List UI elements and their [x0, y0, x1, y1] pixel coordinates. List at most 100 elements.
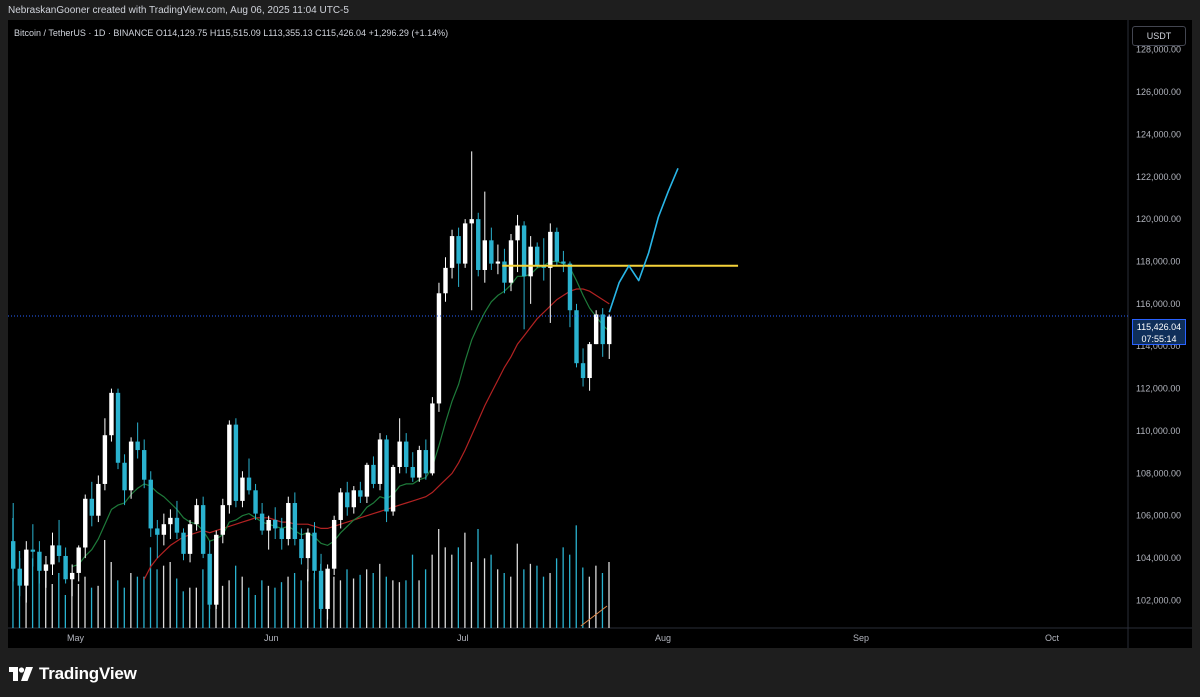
candle-body[interactable] [600, 314, 605, 345]
candle-body[interactable] [521, 225, 527, 277]
candle-body[interactable] [161, 524, 167, 535]
candle-body[interactable] [259, 513, 265, 531]
candle-body[interactable] [135, 441, 140, 451]
candle-body[interactable] [142, 450, 147, 480]
candle-body[interactable] [443, 267, 448, 294]
candle-body[interactable] [187, 524, 193, 554]
candle-body[interactable] [56, 545, 62, 556]
candle-body[interactable] [364, 464, 370, 497]
candle-body[interactable] [449, 236, 455, 268]
candle-body[interactable] [469, 219, 474, 224]
candle-body[interactable] [266, 519, 271, 531]
candle-body[interactable] [194, 505, 199, 525]
candle-body[interactable] [220, 505, 225, 535]
candle-body[interactable] [371, 464, 376, 484]
candle-body[interactable] [279, 528, 284, 540]
candle-body[interactable] [102, 435, 108, 484]
candle-body[interactable] [253, 490, 258, 514]
candle-body[interactable] [436, 293, 442, 404]
candle-body[interactable] [482, 240, 487, 270]
candle-body[interactable] [535, 246, 540, 266]
candle-body[interactable] [456, 236, 461, 264]
candle-body[interactable] [580, 363, 586, 379]
candle-body[interactable] [593, 314, 599, 345]
candle-body[interactable] [476, 219, 481, 270]
candle-body[interactable] [69, 572, 75, 580]
candle-body[interactable] [240, 477, 245, 501]
candle-body[interactable] [515, 225, 520, 241]
candle-body[interactable] [410, 466, 415, 478]
currency-button[interactable]: USDT [1132, 26, 1186, 46]
candle-body[interactable] [115, 392, 121, 463]
candle-body[interactable] [207, 553, 212, 605]
candle-body[interactable] [312, 532, 317, 571]
candle-body[interactable] [502, 261, 507, 283]
candle-body[interactable] [423, 450, 429, 474]
chart-panel[interactable]: 128,000.00 126,000.00 124,000.00 122,000.00… [8, 20, 1192, 648]
candle-body[interactable] [462, 223, 468, 264]
candle-body[interactable] [325, 568, 330, 609]
volume-ma-line [580, 605, 608, 627]
candle-body[interactable] [214, 534, 219, 605]
candle-body[interactable] [227, 424, 232, 506]
candle-body[interactable] [318, 570, 324, 609]
candle-body[interactable] [155, 528, 160, 535]
candle-body[interactable] [50, 545, 55, 565]
candle-body[interactable] [148, 479, 153, 529]
candle-body[interactable] [528, 246, 533, 277]
candle-body[interactable] [489, 240, 494, 264]
candle-body[interactable] [109, 392, 114, 436]
candle-body[interactable] [24, 549, 29, 586]
candle-body[interactable] [345, 492, 350, 508]
candle-body[interactable] [299, 539, 304, 559]
candle-body[interactable] [397, 441, 402, 467]
tradingview-branding[interactable]: TradingView [9, 663, 137, 685]
candle-body[interactable] [331, 519, 337, 569]
candle-body[interactable] [30, 549, 36, 552]
candle-body[interactable] [273, 519, 278, 529]
projection-path-line[interactable] [608, 167, 679, 313]
candle-body[interactable] [96, 483, 101, 516]
candle-body[interactable] [200, 505, 206, 554]
volume-bar [267, 585, 270, 628]
candle-body[interactable] [587, 344, 592, 379]
candle-body[interactable] [233, 424, 239, 501]
candle-body[interactable] [122, 462, 127, 491]
candle-body[interactable] [305, 532, 311, 559]
candle-body[interactable] [286, 503, 291, 540]
candle-body[interactable] [174, 517, 180, 533]
candle-body[interactable] [76, 547, 81, 573]
candle-body[interactable] [404, 441, 409, 467]
candle-body[interactable] [338, 492, 343, 520]
candle-body[interactable] [351, 490, 356, 508]
candle-body[interactable] [292, 503, 298, 540]
candle-body[interactable] [495, 261, 501, 264]
candle-body[interactable] [430, 403, 435, 474]
candle-body[interactable] [17, 568, 22, 586]
candle-body[interactable] [89, 498, 94, 516]
candle-body[interactable] [567, 263, 573, 311]
candle-body[interactable] [63, 555, 68, 580]
candle-body[interactable] [541, 265, 546, 268]
candle-body[interactable] [548, 231, 553, 268]
candle-body[interactable] [377, 439, 383, 484]
candle-body[interactable] [554, 231, 560, 262]
candle-body[interactable] [128, 441, 134, 491]
candle-body[interactable] [358, 490, 363, 497]
candle-body[interactable] [574, 310, 579, 364]
candle-body[interactable] [168, 517, 173, 525]
symbol-title[interactable]: Bitcoin / TetherUS · 1D · BINANCE [14, 28, 154, 38]
chart-plot[interactable]: 128,000.00 126,000.00 124,000.00 122,000.00… [8, 20, 1192, 648]
candle-body[interactable] [181, 532, 186, 554]
candle-body[interactable] [607, 316, 612, 345]
candle-body[interactable] [246, 477, 252, 491]
candle-body[interactable] [390, 466, 396, 512]
candle-body[interactable] [384, 439, 389, 512]
candle-body[interactable] [11, 541, 16, 569]
candle-body[interactable] [417, 450, 422, 478]
candle-body[interactable] [561, 261, 566, 264]
candle-body[interactable] [43, 564, 49, 571]
candle-body[interactable] [83, 498, 88, 548]
candle-body[interactable] [37, 551, 42, 571]
candle-body[interactable] [508, 240, 514, 283]
